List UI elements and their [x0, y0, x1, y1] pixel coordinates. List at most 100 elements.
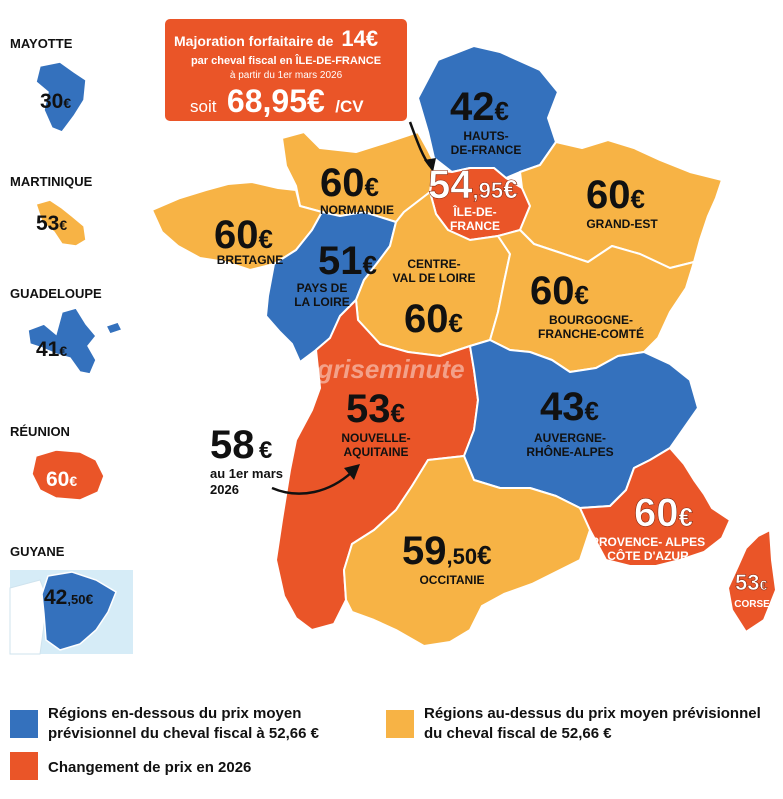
legend-label-below: Régions en-dessous du prix moyen — [48, 705, 301, 722]
callout-line4-unit: /CV — [335, 97, 364, 116]
region-value-number: 42 — [450, 85, 495, 129]
naq-note-euro: € — [259, 437, 272, 464]
dom-value-guyane: 42,50€ — [44, 586, 93, 609]
region-value-grand-est: 60€ — [586, 173, 645, 217]
dom-value-euro: € — [85, 591, 93, 607]
callout-box — [163, 17, 409, 123]
callout-line1-value: 14€ — [341, 26, 378, 51]
dom-shape-guyane[interactable] — [41, 571, 117, 651]
legend-swatch-change — [10, 752, 38, 780]
legend-swatch-below — [10, 710, 38, 738]
region-name-nouvelle-aquitaine: AQUITAINE — [343, 445, 408, 459]
legend-label-above: du cheval fiscal de 52,66 € — [424, 725, 612, 742]
region-value-provence-alpes-cote-d-azur: 60€ — [634, 491, 693, 535]
region-name-hauts-de-france: HAUTS- — [463, 129, 508, 143]
dom-value-euro: € — [69, 473, 77, 489]
watermark: cartegriseminute — [255, 354, 465, 384]
region-name-corse: CORSE — [734, 599, 770, 610]
callout-line4-value: 68,95€ — [227, 83, 325, 119]
region-name-grand-est: GRAND-EST — [586, 217, 658, 231]
region-name-centre-val-de-loire: CENTRE- — [407, 257, 460, 271]
region-value-number: 60 — [214, 213, 259, 257]
callout-line4: soit 68,95€ /CV — [190, 83, 364, 119]
region-name-provence-alpes-cote-d-azur: PROVENCE- ALPES — [591, 535, 705, 549]
dom-value-number: 41 — [36, 338, 60, 361]
naq-note-line1: au 1er mars — [210, 466, 283, 481]
callout-line4-prefix: soit — [190, 97, 217, 116]
regions-layer — [151, 45, 777, 647]
region-value-number: 60 — [320, 161, 365, 205]
region-shape-bourgogne-franche-comte[interactable] — [489, 229, 695, 373]
region-value-euro: € — [631, 184, 645, 214]
region-name-hauts-de-france: DE-FRANCE — [451, 143, 522, 157]
naq-note-line2: 2026 — [210, 482, 239, 497]
region-value-pays-de-la-loire: 51€ — [318, 239, 377, 283]
region-value-number: 60 — [404, 297, 449, 341]
dom-title-guyane: GUYANE — [10, 544, 65, 559]
dom-value-number: 42 — [44, 586, 67, 609]
dom-value-reunion: 60€ — [46, 468, 77, 491]
region-name-pays-de-la-loire: LA LOIRE — [294, 295, 350, 309]
overseas-layer — [27, 61, 124, 651]
region-name-auvergne-rhone-alpes: RHÔNE-ALPES — [526, 444, 613, 459]
dom-value-martinique: 53€ — [36, 212, 67, 235]
region-value-number: 60 — [530, 269, 575, 313]
region-shape-corse[interactable] — [727, 529, 777, 633]
region-name-bourgogne-franche-comte: BOURGOGNE- — [549, 313, 633, 327]
region-shape-provence-alpes-cote-d-azur[interactable] — [579, 447, 731, 567]
region-value-euro: € — [575, 280, 589, 310]
legend-swatch-above — [386, 710, 414, 738]
idf-callout: Majoration forfaitaire de 14€ par cheval… — [163, 17, 436, 172]
region-name-pays-de-la-loire: PAYS DE — [297, 281, 348, 295]
dom-shape-guadeloupe[interactable] — [27, 307, 124, 375]
dom-title-reunion: RÉUNION — [10, 424, 70, 439]
region-value-euro: € — [259, 224, 273, 254]
region-value-normandie: 60€ — [320, 161, 379, 205]
dom-value-euro: € — [63, 95, 71, 111]
naq-note-arrow-head — [344, 464, 360, 480]
region-name-nouvelle-aquitaine: NOUVELLE- — [341, 431, 410, 445]
region-value-number: 59 — [402, 529, 447, 573]
region-value-number: 53 — [735, 570, 759, 595]
region-value-euro: € — [477, 540, 491, 570]
region-value-euro: € — [365, 172, 379, 202]
region-value-euro: € — [679, 502, 693, 532]
region-value-euro: € — [363, 250, 377, 280]
region-name-occitanie: OCCITANIE — [419, 573, 484, 587]
region-name-bretagne: BRETAGNE — [217, 253, 283, 267]
region-value-bretagne: 60€ — [214, 213, 273, 257]
region-value-decimals: ,50 — [447, 544, 478, 569]
callout-line1-prefix: Majoration forfaitaire de — [174, 33, 334, 49]
dom-value-number: 53 — [36, 212, 59, 235]
naq-note-arrow — [271, 471, 353, 495]
region-value-number: 51 — [318, 239, 363, 283]
region-name-ile-de-france: FRANCE — [450, 219, 500, 233]
region-value-corse: 53€ — [735, 570, 767, 595]
dom-shape-martinique[interactable] — [35, 199, 87, 247]
legend: Régions en-dessous du prix moyen prévisio… — [10, 705, 761, 780]
region-value-number: 60 — [586, 173, 631, 217]
dom-title-mayotte: MAYOTTE — [10, 36, 73, 51]
callout-line1: Majoration forfaitaire de 14€ — [174, 26, 378, 51]
region-value-euro: € — [449, 308, 463, 338]
region-name-bourgogne-franche-comte: FRANCHE-COMTÉ — [538, 326, 644, 341]
region-name-normandie: NORMANDIE — [320, 203, 394, 217]
region-value-euro: € — [759, 577, 767, 593]
dom-value-number: 30 — [40, 90, 63, 113]
region-value-euro: € — [503, 174, 517, 204]
region-value-bourgogne-franche-comte: 60€ — [530, 269, 589, 313]
region-value-centre-val-de-loire: 60€ — [404, 297, 463, 341]
dom-value-mayotte: 30€ — [40, 90, 71, 113]
region-name-ile-de-france: ÎLE-DE- — [452, 204, 496, 219]
overseas-labels: MAYOTTE30€MARTINIQUE53€GUADELOUPE41€RÉUN… — [10, 36, 102, 609]
region-shape-occitanie[interactable] — [343, 455, 591, 647]
dom-shape-reunion[interactable] — [31, 449, 105, 501]
naq-note: 58 € au 1er mars 2026 — [210, 423, 360, 497]
naq-note-number: 58 — [210, 423, 255, 467]
legend-label-above: Régions au-dessus du prix moyen prévisio… — [424, 705, 761, 722]
region-labels: 42€HAUTS-DE-FRANCE60€NORMANDIE54,95€ÎLE-… — [214, 85, 770, 610]
dom-shape-mayotte[interactable] — [35, 61, 87, 133]
region-value-euro: € — [495, 96, 509, 126]
